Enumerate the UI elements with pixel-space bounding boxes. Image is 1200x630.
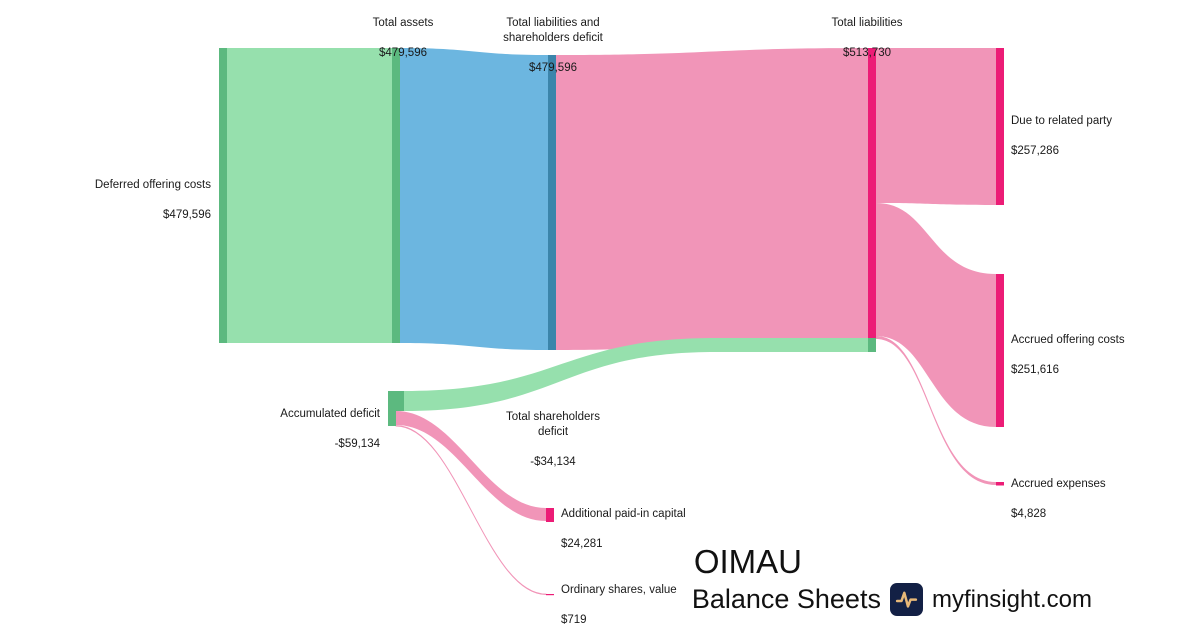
node-bar-due-to-related-party[interactable] [996,48,1004,205]
site-url: myfinsight.com [931,585,1092,613]
node-bar-accumulated-deficit[interactable] [388,391,396,426]
node-bar-total-shareholders-deficit[interactable] [396,391,404,411]
node-bar-ordinary-shares-value[interactable] [546,594,554,596]
node-bar-deferred-offering-costs[interactable] [219,48,227,343]
node-bar-accrued-offering-costs[interactable] [996,274,1004,427]
node-bar-total-liabilities-pink[interactable] [868,48,876,338]
ticker-symbol: OIMAU [693,543,802,580]
flow-total-liabilities-and-shareholders-deficit-to-total-liabilities [556,48,868,350]
flow-accumulated-deficit-to-additional-paid-in-capital [396,411,546,521]
flow-total-assets-to-total-liabilities-and-shareholders-deficit [400,48,548,350]
pulse-wave-icon [889,583,923,616]
flow-total-liabilities-to-accrued-offering-costs [876,203,996,427]
flow-total-shareholders-deficit-to-total-liabilities [404,338,868,411]
node-bar-total-liabilities-and-shareholders-deficit[interactable] [548,55,556,350]
node-bar-total-liabilities-green[interactable] [868,338,876,352]
brand-row: Balance Sheets myfinsight.com [692,583,1092,616]
statement-title: Balance Sheets [691,584,881,614]
node-bar-total-assets[interactable] [392,48,400,343]
branding-block: OIMAU Balance Sheets myfinsight.com [692,542,1092,616]
flow-deferred-offering-costs-to-total-assets [227,48,392,343]
node-bar-accrued-expenses[interactable] [996,482,1004,486]
node-bar-additional-paid-in-capital[interactable] [546,508,554,522]
flow-total-liabilities-to-due-to-related-party [876,48,996,205]
